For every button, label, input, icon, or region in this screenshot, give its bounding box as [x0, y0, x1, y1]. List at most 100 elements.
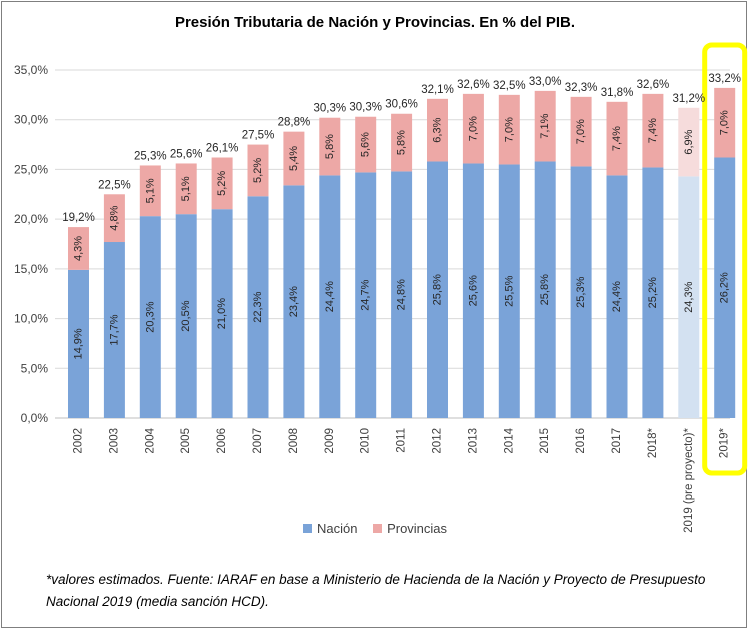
total-label: 30,6% — [385, 99, 418, 111]
total-label: 31,2% — [672, 93, 705, 105]
data-label-provincias: 5,2% — [252, 158, 264, 183]
bar-nacion — [247, 196, 269, 418]
total-label: 32,6% — [637, 79, 670, 91]
bar-provincias — [355, 116, 377, 173]
data-label-nacion: 25,2% — [647, 277, 659, 308]
total-label: 30,3% — [313, 103, 346, 115]
bar-nacion — [355, 172, 377, 418]
y-tick-label: 25,0% — [14, 162, 48, 176]
bar-nacion — [139, 216, 161, 418]
category-label: 2008 — [288, 428, 300, 454]
category-label: 2011 — [396, 428, 408, 453]
data-label-provincias: 4,8% — [108, 205, 120, 230]
total-label: 25,6% — [170, 148, 203, 160]
category-label: 2017 — [611, 428, 623, 454]
data-label-provincias: 5,1% — [144, 178, 156, 203]
bar-nacion — [175, 214, 197, 418]
bar-nacion — [68, 269, 89, 418]
data-label-nacion: 24,7% — [360, 279, 372, 310]
bar-provincias — [139, 165, 161, 217]
data-label-provincias: 7,4% — [611, 126, 623, 151]
bar-nacion — [498, 164, 520, 418]
total-label: 28,8% — [278, 117, 311, 129]
total-label: 33,2% — [708, 73, 741, 85]
data-label-nacion: 24,4% — [611, 281, 623, 312]
category-label: 2014 — [503, 427, 515, 453]
bar-provincias — [175, 163, 197, 215]
total-label: 32,6% — [457, 79, 490, 91]
category-label: 2016 — [575, 428, 587, 454]
data-label-provincias: 7,0% — [503, 117, 515, 142]
bar-nacion — [391, 171, 413, 418]
bar-nacion — [211, 209, 233, 418]
data-label-provincias: 5,8% — [396, 130, 408, 155]
chart-legend: Nación Provincias — [0, 521, 750, 536]
y-tick-label: 35,0% — [14, 63, 48, 77]
data-label-provincias: 5,6% — [360, 132, 372, 157]
bar-provincias — [642, 93, 664, 168]
data-label-nacion: 23,4% — [288, 286, 300, 317]
category-label: 2002 — [73, 428, 85, 454]
data-label-provincias: 7,0% — [575, 119, 587, 144]
total-label: 19,2% — [62, 212, 95, 224]
data-label-provincias: 6,9% — [683, 129, 695, 154]
bar-provincias — [319, 117, 341, 176]
data-label-provincias: 5,1% — [180, 176, 192, 201]
bar-nacion — [714, 157, 736, 419]
bar-provincias — [103, 194, 125, 243]
category-label: 2007 — [252, 428, 264, 454]
total-label: 27,5% — [242, 130, 275, 142]
category-label: 2018* — [647, 427, 659, 458]
category-label: 2009 — [324, 428, 336, 454]
data-label-provincias: 5,8% — [324, 134, 336, 159]
bar-provincias — [606, 101, 628, 176]
data-label-nacion: 24,8% — [396, 279, 408, 310]
total-label: 26,1% — [206, 142, 239, 154]
total-label: 32,3% — [565, 82, 598, 94]
bar-provincias — [391, 113, 413, 172]
bar-nacion — [570, 166, 592, 418]
category-label: 2013 — [467, 428, 479, 454]
bar-nacion — [642, 167, 664, 418]
legend-swatch-nacion — [302, 524, 312, 533]
legend-item-nacion: Nación — [302, 521, 358, 536]
category-label: 2004 — [144, 427, 156, 453]
bar-provincias — [462, 93, 484, 164]
data-label-nacion: 25,6% — [467, 275, 479, 306]
category-label: 2015 — [539, 428, 551, 454]
legend-label-nacion: Nación — [316, 521, 358, 536]
data-label-provincias: 6,3% — [432, 117, 444, 142]
total-label: 33,0% — [529, 76, 562, 88]
total-label: 30,3% — [349, 102, 382, 114]
y-tick-label: 20,0% — [14, 212, 48, 226]
y-tick-label: 0,0% — [21, 411, 49, 425]
data-label-provincias: 4,3% — [73, 236, 85, 261]
data-label-provincias: 5,4% — [288, 146, 300, 171]
data-label-nacion: 25,5% — [503, 275, 515, 306]
data-label-provincias: 7,0% — [719, 110, 731, 135]
highlight-box — [702, 42, 748, 476]
total-label: 25,3% — [134, 150, 167, 162]
bar-provincias — [427, 98, 448, 162]
data-label-provincias: 7,1% — [539, 113, 551, 138]
bar-nacion — [606, 175, 628, 418]
legend-label-provincias: Provincias — [387, 521, 448, 536]
y-tick-label: 10,0% — [14, 312, 48, 326]
data-label-nacion: 25,8% — [432, 274, 444, 305]
bar-provincias — [68, 227, 89, 270]
category-label: 2006 — [216, 428, 228, 454]
bar-provincias — [678, 107, 700, 177]
bar-provincias — [714, 87, 736, 158]
data-label-nacion: 22,3% — [252, 291, 264, 322]
y-tick-label: 5,0% — [21, 361, 49, 375]
y-tick-label: 30,0% — [14, 113, 48, 127]
data-label-nacion: 21,0% — [216, 298, 228, 329]
data-label-nacion: 26,2% — [719, 272, 731, 303]
total-label: 22,5% — [98, 179, 131, 191]
footnote: *valores estimados. Fuente: IARAF en bas… — [46, 572, 706, 609]
data-label-nacion: 20,5% — [180, 300, 192, 331]
category-label: 2019 (pre proyecto)* — [683, 427, 695, 532]
bar-nacion — [427, 161, 448, 418]
bar-nacion — [283, 185, 305, 418]
